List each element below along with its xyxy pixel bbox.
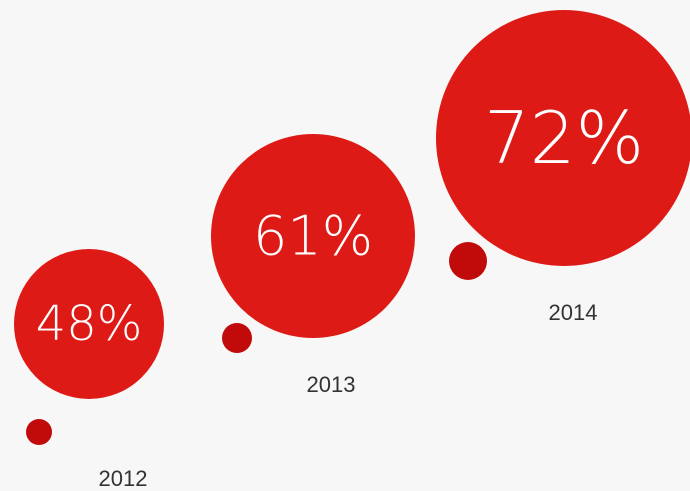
bubble-dot-2013 [222,323,252,353]
bubble-2013 [211,134,415,338]
bubble-dot-2012 [26,419,52,445]
bubble-value-label-2012: 48% [36,296,143,352]
bubble-2012 [14,249,164,399]
bubble-value-label-2013: 61% [253,205,373,268]
bubble-dot-2014 [449,242,487,280]
year-label-2012: 2012 [99,466,148,491]
bubble-2014 [436,10,690,266]
year-label-2013: 2013 [307,372,356,397]
year-label-2014: 2014 [549,300,598,325]
bubble-value-label-2014: 72% [484,96,644,180]
